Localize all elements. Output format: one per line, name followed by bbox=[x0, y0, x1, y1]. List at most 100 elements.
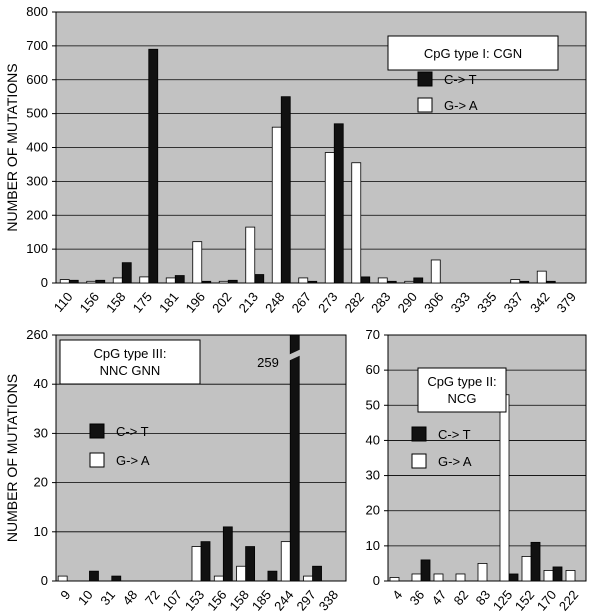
bar-g-to-a bbox=[521, 556, 532, 582]
bar-g-to-a bbox=[411, 573, 422, 582]
bar-g-to-a bbox=[218, 280, 229, 284]
x-tick-label: 306 bbox=[421, 289, 446, 315]
bar-c-to-t bbox=[174, 275, 185, 284]
bar-g-to-a bbox=[112, 277, 123, 284]
bar-g-to-a bbox=[499, 394, 510, 582]
bar-g-to-a bbox=[377, 277, 388, 284]
legend-label: C-> T bbox=[438, 427, 471, 442]
legend-swatch bbox=[89, 423, 105, 439]
bar-g-to-a bbox=[192, 241, 203, 284]
x-tick-label: 125 bbox=[490, 587, 515, 613]
y-tick-label: 20 bbox=[34, 475, 48, 490]
x-tick-label: 158 bbox=[226, 587, 251, 613]
y-tick-label: 0 bbox=[41, 275, 48, 290]
legend-swatch bbox=[89, 452, 105, 468]
bar-g-to-a bbox=[59, 279, 70, 284]
bar-c-to-t bbox=[201, 280, 212, 284]
bar-g-to-a bbox=[351, 162, 362, 284]
x-tick-label: 156 bbox=[77, 289, 102, 315]
bar-c-to-t bbox=[312, 565, 322, 582]
legend-label: G-> A bbox=[438, 454, 472, 469]
bar-c-to-t bbox=[89, 570, 99, 582]
y-tick-label: 600 bbox=[26, 72, 48, 87]
y-tick-label: 70 bbox=[366, 327, 380, 342]
bar-c-to-t bbox=[95, 279, 106, 284]
bar-c-to-t bbox=[254, 274, 265, 284]
bar-g-to-a bbox=[324, 152, 335, 284]
x-tick-label: 337 bbox=[501, 289, 526, 315]
y-tick-label: 40 bbox=[34, 376, 48, 391]
bar-g-to-a bbox=[404, 280, 415, 284]
x-tick-label: 248 bbox=[262, 289, 287, 315]
legend-swatch bbox=[411, 426, 427, 442]
bar-g-to-a bbox=[139, 276, 150, 284]
x-tick-label: 297 bbox=[293, 587, 318, 613]
y-tick-label: 800 bbox=[26, 4, 48, 19]
bar-g-to-a bbox=[57, 575, 68, 582]
bar-c-to-t bbox=[267, 570, 278, 582]
bar-g-to-a bbox=[245, 226, 256, 284]
x-tick-label: 175 bbox=[130, 289, 155, 315]
y-tick-label: 700 bbox=[26, 38, 48, 53]
y-axis-title: NUMBER OF MUTATIONS bbox=[4, 63, 20, 231]
x-tick-label: 338 bbox=[316, 587, 341, 613]
bar-g-to-a bbox=[236, 565, 247, 582]
y-tick-label: 100 bbox=[26, 241, 48, 256]
x-tick-label: 282 bbox=[342, 289, 367, 315]
y-tick-label: 10 bbox=[34, 524, 48, 539]
y-tick-label: 200 bbox=[26, 207, 48, 222]
bar-g-to-a bbox=[191, 546, 202, 582]
legend-label: C-> T bbox=[116, 424, 149, 439]
bar-g-to-a bbox=[565, 570, 576, 582]
bar-g-to-a bbox=[165, 277, 176, 284]
bar-c-to-t bbox=[413, 277, 424, 284]
x-tick-label: 335 bbox=[474, 289, 499, 315]
legend-swatch bbox=[417, 97, 433, 113]
bar-g-to-a bbox=[536, 270, 547, 284]
y-tick-label: 10 bbox=[366, 538, 380, 553]
y-tick-label: 30 bbox=[34, 425, 48, 440]
legend-swatch bbox=[417, 71, 433, 87]
x-tick-label: 31 bbox=[97, 587, 118, 608]
bar-g-to-a bbox=[455, 573, 466, 582]
y-tick-label: 260 bbox=[26, 327, 48, 342]
legend-label: G-> A bbox=[116, 453, 150, 468]
y-tick-label: 0 bbox=[41, 573, 48, 588]
x-tick-label: 9 bbox=[57, 587, 73, 602]
legend-swatch bbox=[411, 453, 427, 469]
bar-c-to-t bbox=[545, 280, 556, 284]
x-tick-label: 222 bbox=[556, 587, 581, 613]
y-tick-label: 400 bbox=[26, 140, 48, 155]
x-tick-label: 273 bbox=[315, 289, 340, 315]
x-tick-label: 267 bbox=[289, 289, 314, 315]
bar-c-to-t bbox=[333, 123, 344, 284]
bar-c-to-t bbox=[420, 559, 431, 582]
bar-c-to-t bbox=[552, 566, 563, 582]
y-tick-label: 60 bbox=[366, 362, 380, 377]
bar-c-to-t bbox=[280, 96, 291, 284]
y-tick-label: 0 bbox=[373, 573, 380, 588]
legend-title-box bbox=[417, 367, 507, 413]
x-tick-label: 156 bbox=[204, 587, 229, 613]
y-axis-title: NUMBER OF MUTATIONS bbox=[4, 374, 20, 542]
y-tick-label: 30 bbox=[366, 468, 380, 483]
bar-c-to-t bbox=[111, 575, 122, 582]
bar-g-to-a bbox=[430, 259, 441, 284]
bar-c-to-t bbox=[307, 280, 318, 284]
bar-g-to-a bbox=[271, 126, 282, 284]
bar-g-to-a bbox=[510, 279, 521, 284]
legend-title-line: CpG type III: bbox=[94, 346, 167, 361]
bar-c-to-t bbox=[68, 279, 79, 284]
x-tick-label: 47 bbox=[429, 587, 450, 608]
bar-c-to-t bbox=[289, 334, 300, 582]
bar-c-to-t bbox=[227, 279, 238, 284]
x-tick-label: 342 bbox=[527, 289, 552, 315]
y-tick-label: 500 bbox=[26, 106, 48, 121]
bar-g-to-a bbox=[543, 570, 554, 582]
x-tick-label: 153 bbox=[182, 587, 207, 613]
bar-c-to-t bbox=[519, 280, 530, 284]
y-tick-label: 40 bbox=[366, 432, 380, 447]
legend-label: G-> A bbox=[444, 98, 478, 113]
x-tick-label: 181 bbox=[156, 289, 181, 315]
legend-title-box bbox=[59, 339, 201, 385]
